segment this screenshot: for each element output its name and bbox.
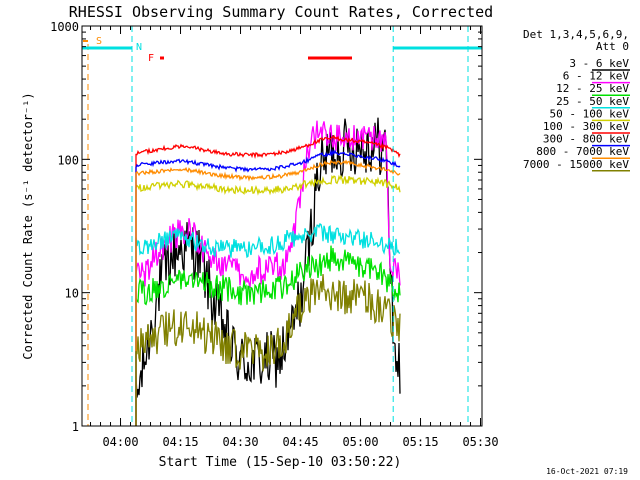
axis-layer: 04:00 04:15 04:30 04:45 05:00 05:15 05:30 1 10 10… xyxy=(50,20,498,449)
x-tick-label-04-00: 04:00 xyxy=(102,435,138,449)
x-axis-label: Start Time (15-Sep-10 03:50:22) xyxy=(159,455,402,470)
flare-label: F xyxy=(148,53,154,64)
x-tick-label-04-30: 04:30 xyxy=(222,435,258,449)
y-tick-label-1000: 1000 xyxy=(50,20,79,34)
legend-label-50-100-kev: 50 - 100 keV xyxy=(550,107,630,120)
y-tick-label-10: 10 xyxy=(65,287,79,301)
legend-label-12-25-kev: 12 - 25 keV xyxy=(556,82,629,95)
night-label: N xyxy=(136,42,142,53)
y-tick-label-100: 100 xyxy=(57,153,79,167)
annotation-layer: S NF xyxy=(82,26,482,426)
legend-header-line-2: Att 0 xyxy=(596,40,629,53)
legend-label-7000-15000-kev: 7000 - 15000 keV xyxy=(523,158,629,171)
series-line-7000-15000-kev xyxy=(135,274,401,426)
legend-label-3-6-kev: 3 - 6 keV xyxy=(569,57,629,70)
y-axis-label: Corrected Count Rate (s⁻¹ detector⁻¹) xyxy=(21,92,35,359)
series-line-100-300-kev xyxy=(135,134,401,426)
series-line-50-100-kev xyxy=(135,174,401,426)
legend-label-300-800-kev: 300 - 800 keV xyxy=(543,133,629,146)
saa-label: S xyxy=(96,36,102,47)
series-line-300-800-kev xyxy=(135,148,401,426)
series-line-25-50-kev xyxy=(135,223,401,426)
plot-frame xyxy=(81,25,483,427)
series-layer xyxy=(135,117,401,426)
x-tick-label-05-00: 05:00 xyxy=(342,435,378,449)
legend-label-25-50-kev: 25 - 50 keV xyxy=(556,95,629,108)
series-line-800-7000-kev xyxy=(135,159,401,426)
series-line-12-25-kev xyxy=(135,245,401,426)
legend-label-6-12-kev: 6 - 12 keV xyxy=(563,70,630,83)
x-tick-label-05-30: 05:30 xyxy=(462,435,498,449)
y-tick-label-1: 1 xyxy=(72,420,79,434)
x-tick-label-05-15: 05:15 xyxy=(402,435,438,449)
legend-label-100-300-kev: 100 - 300 keV xyxy=(543,120,629,133)
x-tick-label-04-45: 04:45 xyxy=(282,435,318,449)
x-tick-label-04-15: 04:15 xyxy=(162,435,198,449)
chart-title: RHESSI Observing Summary Count Rates, Co… xyxy=(69,3,493,21)
legend-label-800-7000-kev: 800 - 7000 keV xyxy=(536,145,629,158)
legend-header-line-1: Det 1,3,4,5,6,9, xyxy=(523,28,629,41)
footer-date: 16-Oct-2021 07:19 xyxy=(546,467,628,476)
